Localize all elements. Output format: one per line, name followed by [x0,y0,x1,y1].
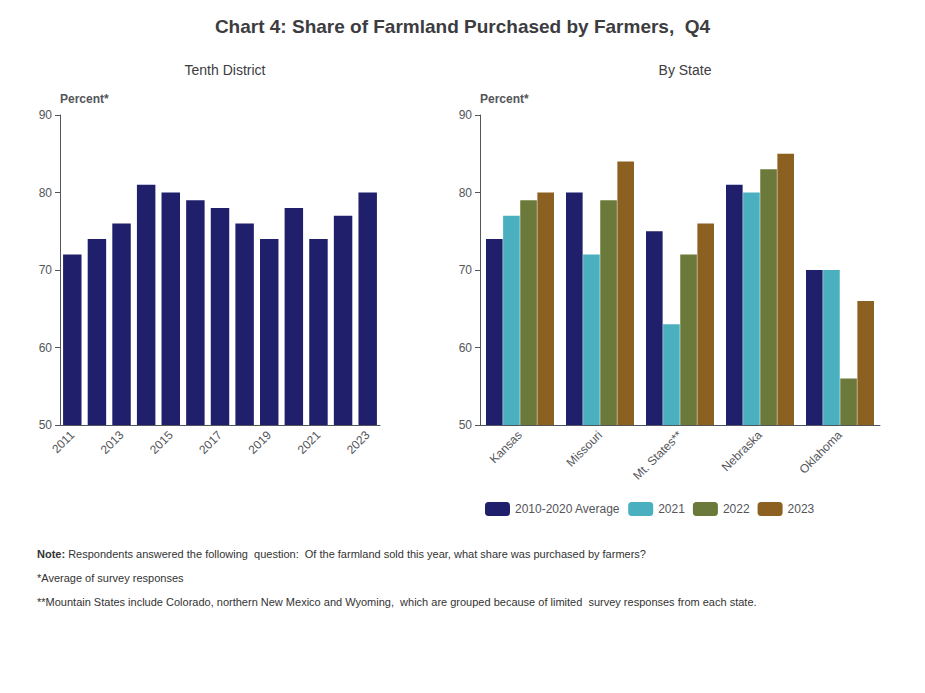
svg-text:Nebraska: Nebraska [719,428,765,474]
svg-text:Tenth District: Tenth District [185,62,266,78]
svg-text:80: 80 [39,186,53,200]
svg-text:50: 50 [459,418,473,432]
svg-text:Kansas: Kansas [487,428,525,466]
svg-text:60: 60 [39,341,53,355]
svg-text:By State: By State [659,62,712,78]
svg-text:Missouri: Missouri [563,428,604,469]
svg-text:*Average of survey responses: *Average of survey responses [37,572,184,584]
svg-text:Mt. States**: Mt. States** [630,428,685,483]
svg-text:2019: 2019 [245,428,274,457]
svg-text:2017: 2017 [196,428,225,457]
svg-text:70: 70 [459,263,473,277]
svg-text:2022: 2022 [723,502,750,516]
svg-text:60: 60 [459,341,473,355]
svg-text:2023: 2023 [344,428,373,457]
svg-text:Percent*: Percent* [60,92,109,106]
svg-text:2011: 2011 [49,428,77,456]
svg-text:Percent*: Percent* [480,92,529,106]
svg-text:Respondents answered the follo: Respondents answered the following quest… [65,548,646,560]
svg-text:Chart 4: Share of Farmland Pur: Chart 4: Share of Farmland Purchased by … [215,16,711,37]
svg-text:90: 90 [459,108,473,122]
svg-text:50: 50 [39,418,53,432]
svg-text:2021: 2021 [658,502,685,516]
svg-text:90: 90 [39,108,53,122]
svg-text:**Mountain States include Colo: **Mountain States include Colorado, nort… [37,596,757,608]
svg-text:80: 80 [459,186,473,200]
svg-text:Oklahoma: Oklahoma [796,428,845,477]
svg-text:2015: 2015 [147,428,176,457]
svg-text:2021: 2021 [295,428,324,457]
svg-text:2010-2020 Average: 2010-2020 Average [515,502,620,516]
svg-text:2023: 2023 [788,502,815,516]
svg-text:70: 70 [39,263,53,277]
svg-text:Note:: Note: [37,548,65,560]
svg-text:2013: 2013 [98,428,127,457]
